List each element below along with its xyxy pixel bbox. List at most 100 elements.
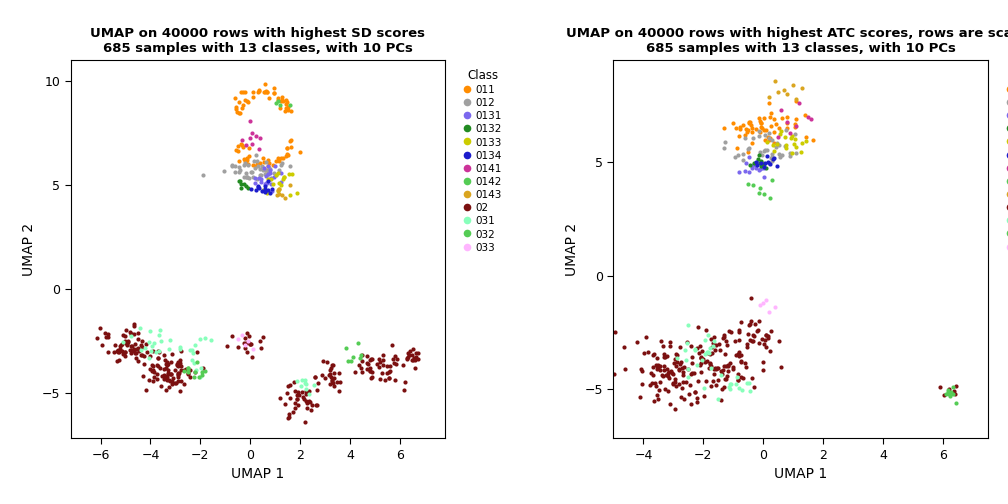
Point xyxy=(157,372,173,381)
Point xyxy=(163,380,179,388)
Point xyxy=(264,187,280,195)
Point xyxy=(244,168,260,176)
Point xyxy=(710,376,726,384)
Point xyxy=(703,364,719,372)
Point xyxy=(658,352,674,360)
Point xyxy=(744,124,760,133)
Point xyxy=(741,145,757,153)
Point xyxy=(249,157,265,165)
Point xyxy=(316,357,332,365)
Point xyxy=(381,374,397,382)
Point xyxy=(144,342,160,350)
Point xyxy=(297,379,313,387)
Point xyxy=(766,154,782,162)
Point xyxy=(779,123,795,132)
Point xyxy=(127,354,143,362)
Point xyxy=(287,404,303,412)
Point xyxy=(661,400,677,408)
Point xyxy=(145,377,161,386)
Point xyxy=(243,168,259,176)
Point xyxy=(665,359,681,367)
Point xyxy=(297,397,313,405)
Point xyxy=(743,121,759,129)
Point xyxy=(655,342,671,350)
Point xyxy=(262,169,278,177)
Point xyxy=(761,93,777,101)
Point xyxy=(765,141,781,149)
Point xyxy=(756,126,772,134)
Point xyxy=(239,329,255,337)
Point xyxy=(114,347,130,355)
Point xyxy=(245,161,261,169)
Point xyxy=(155,371,171,379)
Point xyxy=(299,388,316,396)
Point xyxy=(232,176,248,184)
Point xyxy=(682,342,699,350)
Point xyxy=(674,364,690,372)
Point xyxy=(679,321,696,329)
Point xyxy=(170,358,186,366)
Point xyxy=(776,86,792,94)
Point xyxy=(751,114,767,122)
Point xyxy=(738,125,754,133)
Point xyxy=(718,375,734,383)
Point xyxy=(355,351,371,359)
Point xyxy=(715,334,731,342)
Point xyxy=(384,341,400,349)
Point xyxy=(672,343,688,351)
Point xyxy=(765,155,781,163)
Point xyxy=(236,172,252,180)
Point xyxy=(714,385,730,393)
Point xyxy=(298,390,314,398)
Point xyxy=(617,365,633,373)
Point xyxy=(659,364,675,372)
Point xyxy=(705,376,721,385)
Point xyxy=(692,359,709,367)
Point xyxy=(767,120,783,128)
Point xyxy=(172,362,188,370)
Point xyxy=(251,86,267,94)
Point xyxy=(195,171,211,179)
Point xyxy=(235,100,251,108)
Point xyxy=(180,368,197,376)
Point xyxy=(758,331,774,339)
Point xyxy=(782,129,798,137)
Point xyxy=(280,410,296,418)
Point xyxy=(170,373,186,381)
Point xyxy=(706,333,722,341)
Point xyxy=(402,347,418,355)
Point xyxy=(777,126,793,134)
Point xyxy=(298,387,314,395)
Point xyxy=(136,344,152,352)
Point xyxy=(730,350,746,358)
Point xyxy=(131,347,147,355)
Point xyxy=(761,159,777,167)
Point xyxy=(745,331,761,339)
Point xyxy=(242,340,258,348)
Point xyxy=(95,341,111,349)
Point xyxy=(279,150,295,158)
Point xyxy=(170,370,186,379)
Point xyxy=(274,175,290,183)
Point xyxy=(755,358,771,366)
Point xyxy=(733,357,749,365)
Point xyxy=(253,175,269,183)
Point xyxy=(171,359,187,367)
Point xyxy=(758,343,774,351)
Point xyxy=(375,351,391,359)
Point xyxy=(238,172,254,180)
Point xyxy=(706,365,722,373)
Point xyxy=(255,186,271,194)
Point xyxy=(755,299,771,307)
Point xyxy=(152,364,168,372)
Point xyxy=(772,127,788,135)
Point xyxy=(650,364,666,372)
Point xyxy=(250,88,266,96)
X-axis label: UMAP 1: UMAP 1 xyxy=(231,467,284,481)
Point xyxy=(132,345,148,353)
Point xyxy=(269,94,285,102)
Point xyxy=(144,366,160,374)
Point xyxy=(382,362,398,370)
Point xyxy=(233,184,249,193)
Point xyxy=(409,348,425,356)
